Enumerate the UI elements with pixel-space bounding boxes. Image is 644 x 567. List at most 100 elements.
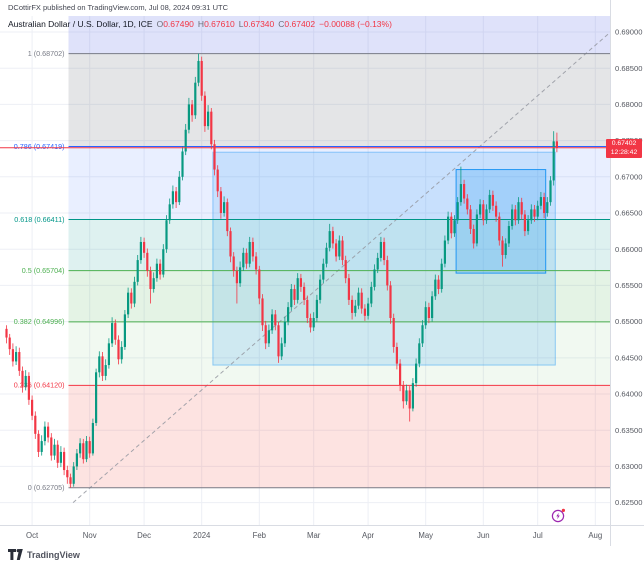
candle	[469, 209, 472, 229]
candle	[504, 243, 507, 256]
fib-label-0: 0 (0.62705)	[28, 483, 65, 492]
price-tick: 0.64000	[615, 390, 642, 399]
candle	[543, 197, 546, 214]
candle	[267, 330, 270, 344]
candle	[299, 278, 302, 287]
candle	[27, 375, 30, 400]
time-axis-labels: Oct Nov Dec 2024 Feb Mar Apr May Jun Jul Aug	[26, 531, 602, 540]
candle	[309, 317, 312, 328]
candle	[344, 260, 347, 279]
fib-levels[interactable]: 1 (0.68702) 0.786 (0.67419) 0.618 (0.66411…	[14, 49, 610, 492]
candle	[491, 194, 494, 206]
candle	[37, 433, 40, 452]
time-tick: May	[418, 531, 433, 540]
candle	[517, 202, 520, 221]
candle	[495, 205, 498, 217]
candle	[527, 220, 530, 232]
price-tick: 0.65500	[615, 281, 642, 290]
candle	[219, 191, 222, 214]
time-tick: Oct	[26, 531, 39, 540]
candle	[235, 270, 238, 284]
boost-button[interactable]	[550, 507, 567, 524]
candle	[82, 443, 85, 460]
candle	[149, 270, 152, 290]
trendline[interactable]	[72, 31, 611, 504]
candle	[427, 307, 430, 318]
time-tick: Nov	[83, 531, 97, 540]
time-tick: Feb	[253, 531, 267, 540]
candle	[315, 299, 318, 318]
candle	[303, 286, 306, 300]
candle	[34, 415, 37, 434]
candle	[277, 325, 280, 357]
candle	[322, 263, 325, 280]
candle	[210, 111, 213, 145]
candle	[162, 249, 165, 275]
candle	[146, 252, 149, 271]
candle	[111, 323, 114, 344]
candle	[203, 95, 206, 127]
time-axis[interactable]	[0, 526, 644, 546]
candle	[15, 352, 18, 362]
candle	[255, 256, 258, 270]
candle	[306, 299, 309, 318]
tradingview-logo[interactable]: TradingView	[8, 549, 80, 560]
candle	[463, 184, 466, 199]
candle	[152, 278, 155, 290]
time-tick: Jun	[477, 531, 490, 540]
publisher-line: DCottirFX published on TradingView.com, …	[8, 3, 228, 12]
candle	[271, 314, 274, 331]
low-value: 0.67340	[243, 19, 275, 29]
candle	[8, 337, 11, 350]
change-value: −0.00088 (−0.13%)	[319, 19, 392, 29]
candle	[363, 308, 366, 316]
candle	[187, 104, 190, 130]
candle	[395, 346, 398, 364]
candle	[251, 241, 254, 257]
time-tick: 2024	[193, 531, 211, 540]
last-price-value: 0.67402	[611, 139, 637, 147]
candle	[511, 209, 514, 227]
candle	[373, 269, 376, 287]
candle	[66, 470, 69, 478]
candle	[488, 194, 491, 210]
candle	[139, 241, 142, 261]
price-axis[interactable]	[611, 0, 644, 525]
candle	[91, 422, 94, 454]
candle	[383, 241, 386, 261]
candle	[239, 267, 242, 284]
close-label: C	[278, 19, 285, 29]
symbol-legend[interactable]: Australian Dollar / U.S. Dollar, 1D, ICE…	[8, 19, 392, 29]
candle	[514, 209, 517, 221]
candle	[437, 279, 440, 290]
last-price-label: 0.67402 12:28:42	[606, 138, 642, 158]
candle	[312, 317, 315, 328]
candle	[399, 363, 402, 386]
candle	[11, 349, 14, 362]
candle	[248, 241, 251, 264]
fib-label-0.786: 0.786 (0.67419)	[14, 142, 65, 151]
candle	[56, 444, 59, 463]
candle	[264, 325, 267, 344]
tv-glyph-icon	[8, 549, 23, 560]
candle	[283, 321, 286, 344]
candlestick-series	[5, 53, 558, 488]
price-tick: 0.68000	[615, 100, 642, 109]
candle	[357, 292, 360, 306]
candle	[523, 214, 526, 232]
candle	[200, 60, 203, 96]
candle	[98, 356, 101, 373]
candle	[335, 243, 338, 257]
price-tick: 0.62500	[615, 498, 642, 507]
candle	[338, 240, 341, 257]
candle	[479, 204, 482, 215]
candle	[411, 383, 414, 409]
open-label: O	[156, 19, 164, 29]
candle	[123, 314, 126, 347]
candle	[475, 214, 478, 244]
tv-logo-text: TradingView	[27, 549, 80, 560]
low-label: L	[238, 19, 244, 29]
high-value: 0.67610	[204, 19, 235, 29]
